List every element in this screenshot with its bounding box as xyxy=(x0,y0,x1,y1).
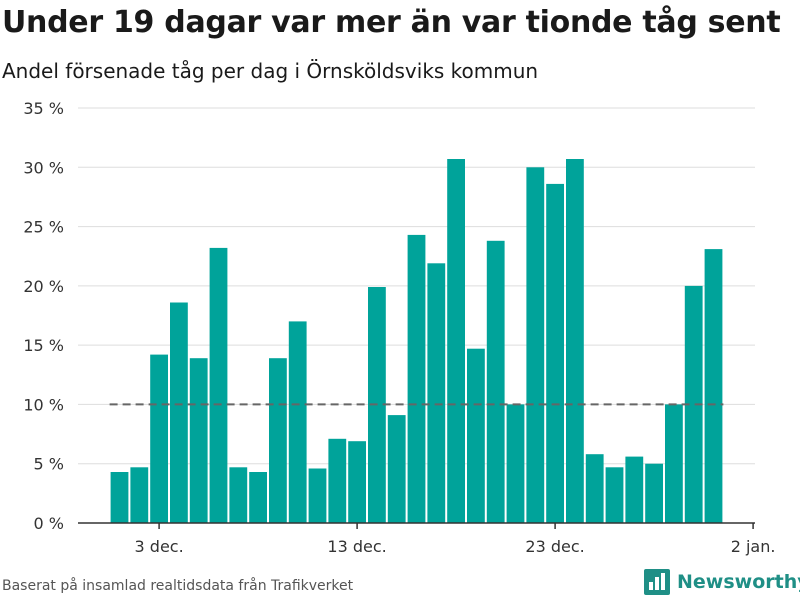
bar xyxy=(189,358,208,523)
y-tick-label: 35 % xyxy=(23,99,64,118)
x-axis: 3 dec. 13 dec. 23 dec. 2 jan. xyxy=(78,522,776,556)
bar xyxy=(269,358,287,523)
y-axis-labels: 0 % 5 % 10 % 15 % 20 % 25 % 30 % 35 % xyxy=(23,99,64,533)
bar xyxy=(110,472,129,523)
bar xyxy=(387,415,406,523)
y-tick-label: 30 % xyxy=(23,158,64,177)
bar xyxy=(526,167,545,524)
y-tick-label: 5 % xyxy=(34,455,64,474)
x-tick-label: 13 dec. xyxy=(327,537,386,556)
bar xyxy=(209,247,228,523)
bar-chart-logo-icon xyxy=(644,569,670,595)
bar xyxy=(288,321,307,523)
bar xyxy=(665,404,683,523)
bar xyxy=(308,468,327,523)
bar xyxy=(170,302,188,523)
bar xyxy=(506,404,525,523)
bar xyxy=(447,159,465,523)
brand-name: Newsworthy xyxy=(677,571,800,593)
chart-title: Under 19 dagar var mer än var tionde tåg… xyxy=(2,5,781,40)
bar xyxy=(249,472,267,523)
bar xyxy=(130,467,149,523)
bar xyxy=(150,354,168,523)
bar xyxy=(704,249,723,523)
y-tick-label: 10 % xyxy=(23,395,64,414)
bar xyxy=(467,348,485,523)
bar xyxy=(348,441,366,523)
bar xyxy=(645,463,663,523)
bars xyxy=(110,159,723,524)
y-tick-label: 0 % xyxy=(34,514,64,533)
y-tick-label: 20 % xyxy=(23,277,64,296)
bar xyxy=(684,285,703,523)
bar xyxy=(486,240,505,524)
bar xyxy=(566,159,584,523)
x-tick-label: 3 dec. xyxy=(135,537,184,556)
x-tick-label: 2 jan. xyxy=(731,537,776,556)
bar xyxy=(229,467,248,523)
bar xyxy=(546,183,564,523)
y-tick-label: 25 % xyxy=(23,218,64,237)
y-tick-label: 15 % xyxy=(23,336,64,355)
x-tick-label: 23 dec. xyxy=(525,537,584,556)
bar xyxy=(427,263,446,523)
chart-subtitle: Andel försenade tåg per dag i Örnsköldsv… xyxy=(2,59,539,83)
source-note: Baserat på insamlad realtidsdata från Tr… xyxy=(2,578,354,594)
bar xyxy=(625,456,644,523)
brand-logo: Newsworthy xyxy=(644,569,800,595)
bar xyxy=(605,467,624,523)
bar xyxy=(407,234,426,523)
bar xyxy=(585,454,604,523)
bar xyxy=(328,438,347,523)
